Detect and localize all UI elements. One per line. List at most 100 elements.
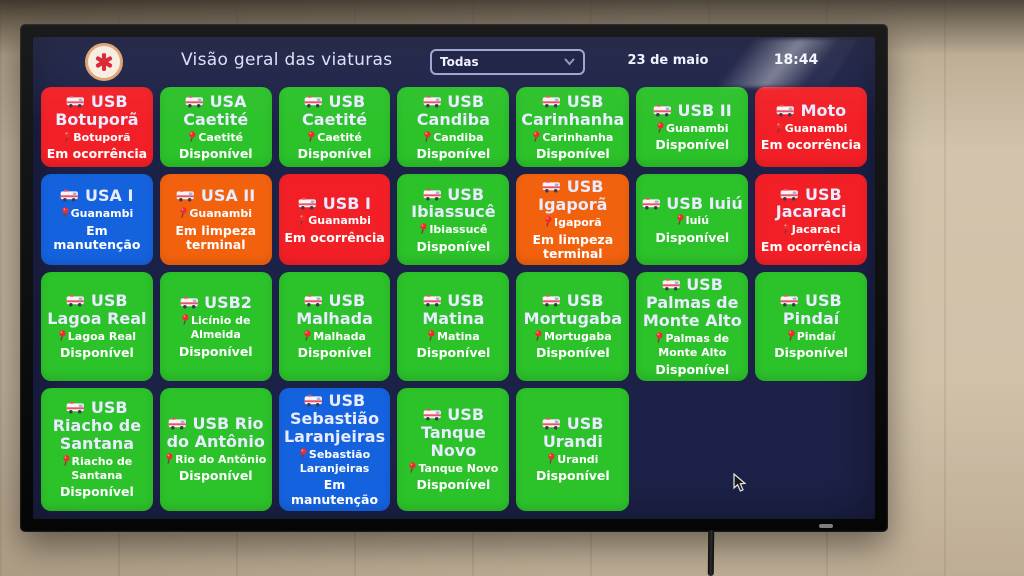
vehicle-card[interactable]: USA Caetité Caetité Disponível [159, 87, 272, 168]
ambulance-icon [168, 414, 187, 433]
vehicle-location: Botuporã [63, 131, 131, 145]
fleet-filter-select[interactable]: Todas [430, 49, 585, 75]
vehicle-status: Disponível [535, 468, 610, 484]
vehicle-card[interactable]: USA II Guanambi Em limpeza terminal [159, 174, 272, 266]
vehicle-card[interactable]: USB Carinhanha Carinhanha Disponível [516, 87, 630, 168]
vehicle-card[interactable]: USB Urandi Urandi Disponível [516, 387, 630, 511]
vehicle-card[interactable]: USB Iuiú Iuiú Disponível [636, 174, 749, 266]
vehicle-location: Lagoa Real [58, 330, 136, 344]
location-pin-icon [58, 330, 68, 343]
location-pin-icon [534, 330, 544, 343]
vehicle-card[interactable]: USB Candiba Candiba Disponível [397, 87, 510, 168]
ambulance-icon [780, 291, 799, 310]
ambulance-icon [66, 291, 85, 310]
vehicle-title: USB Iuiú [642, 194, 743, 213]
vehicle-title: USA Caetité [183, 91, 249, 129]
ambulance-icon [423, 185, 442, 204]
vehicle-status: Disponível [535, 345, 610, 361]
ambulance-icon [298, 194, 317, 213]
location-pin-icon [782, 223, 792, 236]
ambulance-icon [653, 101, 672, 120]
vehicle-title: USB Riacho de Santana [52, 398, 142, 453]
vehicle-card[interactable]: USB Matina Matina Disponível [397, 272, 510, 381]
vehicle-status: Disponível [178, 146, 253, 162]
vehicle-location: Iuiú [676, 214, 709, 228]
location-pin-icon [419, 223, 429, 236]
vehicle-card[interactable]: USB I Guanambi Em ocorrência [278, 174, 391, 266]
vehicle-card[interactable]: USB Igaporã Igaporã Em limpeza terminal [516, 174, 630, 266]
location-pin-icon [188, 131, 198, 144]
vehicle-status: Disponível [60, 345, 134, 361]
vehicle-title: USA II [176, 187, 255, 205]
vehicle-title: USB Ibiassucê [411, 184, 496, 222]
location-pin-icon [181, 314, 191, 327]
location-pin-icon [532, 131, 542, 144]
vehicle-status: Disponível [655, 137, 730, 153]
vehicle-card[interactable]: USB Tanque Novo Tanque Novo Disponível [397, 387, 510, 511]
ambulance-icon [780, 185, 799, 204]
vehicle-status: Disponível [416, 238, 491, 254]
tv-bezel: Visão geral das viaturas Todas 23 de mai… [20, 24, 888, 532]
vehicle-card[interactable]: USB Sebastião Laranjeiras Sebastião Laran… [278, 387, 391, 511]
vehicle-card[interactable]: USB Jacaraci Jacaraci Em ocorrência [755, 174, 867, 266]
location-pin-icon [544, 216, 554, 229]
vehicle-location: Palmas de Monte Alto [641, 332, 743, 361]
vehicle-status: Em manutenção [291, 477, 379, 507]
star-of-life-icon [93, 51, 115, 73]
vehicle-status: Em manutenção [53, 222, 141, 252]
vehicle-card[interactable]: USA I Guanambi Em manutenção [41, 174, 153, 266]
vehicle-title: USA I [60, 187, 133, 205]
vehicle-title: USB2 [180, 294, 252, 312]
vehicle-title: USB Sebastião Laranjeiras [283, 390, 386, 446]
vehicle-card[interactable]: Moto Guanambi Em ocorrência [755, 87, 867, 168]
vehicle-location: Rio do Antônio [165, 453, 266, 467]
ambulance-icon [642, 194, 661, 213]
vehicle-card[interactable]: USB2 Licínio de Almeida Disponível [159, 272, 272, 381]
vehicle-title: USB Palmas de Monte Alto [642, 275, 742, 331]
ambulance-icon [776, 101, 795, 120]
page-title: Visão geral das viaturas [181, 50, 393, 70]
vehicle-title: USB Urandi [542, 414, 604, 452]
vehicle-title: USB Carinhanha [521, 91, 625, 129]
vehicle-location: Licínio de Almeida [165, 314, 267, 343]
vehicle-location: Urandi [547, 453, 598, 467]
location-pin-icon [547, 453, 557, 466]
vehicle-card[interactable]: USB Malhada Malhada Disponível [278, 272, 391, 381]
vehicle-location: Guanambi [298, 214, 371, 228]
vehicle-card[interactable]: USB Mortugaba Mortugaba Disponível [516, 272, 630, 381]
vehicle-location: Ibiassucê [419, 223, 487, 237]
vehicle-status: Disponível [297, 146, 372, 162]
ambulance-icon [66, 398, 85, 417]
vehicle-card[interactable]: USB II Guanambi Disponível [636, 87, 749, 168]
vehicle-title: USB II [653, 101, 732, 120]
ambulance-icon [423, 92, 442, 111]
vehicle-location: Mortugaba [534, 330, 612, 344]
vehicle-card[interactable]: USB Pindaí Pindaí Disponível [755, 272, 867, 381]
vehicle-location: Sebastião Laranjeiras [299, 447, 371, 475]
vehicle-status: Em ocorrência [46, 146, 148, 162]
ambulance-icon [185, 92, 204, 111]
dashboard-screen: Visão geral das viaturas Todas 23 de mai… [33, 37, 875, 519]
vehicle-location: Guanambi [179, 207, 252, 221]
vehicle-title: USB Jacaraci [775, 184, 847, 222]
vehicle-card[interactable]: USB Lagoa Real Lagoa Real Disponível [41, 272, 153, 381]
vehicle-status: Disponível [297, 345, 372, 361]
vehicle-card[interactable]: USB Caetité Caetité Disponível [278, 87, 391, 168]
vehicle-location: Igaporã [544, 216, 602, 230]
location-pin-icon [656, 122, 666, 135]
vehicle-location: Guanambi [656, 122, 729, 136]
vehicle-status: Disponível [60, 484, 134, 500]
vehicle-card[interactable]: USB Ibiassucê Ibiassucê Disponível [397, 174, 510, 266]
vehicle-status: Disponível [416, 477, 491, 493]
vehicle-card[interactable]: USB Riacho de Santana Riacho de Santana Di… [41, 387, 153, 511]
vehicle-title: USB Pindaí [760, 292, 862, 328]
vehicle-card[interactable]: USB Botuporã Botuporã Em ocorrência [41, 87, 153, 168]
vehicle-card[interactable]: USB Rio do Antônio Rio do Antônio Disponív… [159, 387, 272, 511]
samu-logo [85, 43, 123, 81]
location-pin-icon [63, 131, 73, 144]
vehicle-card[interactable]: USB Palmas de Monte Alto Palmas de Monte … [636, 272, 749, 381]
location-pin-icon [62, 455, 72, 468]
header-bar: Visão geral das viaturas Todas 23 de mai… [33, 37, 875, 87]
header-clock: 18:44 [773, 52, 819, 68]
location-pin-icon [307, 131, 317, 144]
